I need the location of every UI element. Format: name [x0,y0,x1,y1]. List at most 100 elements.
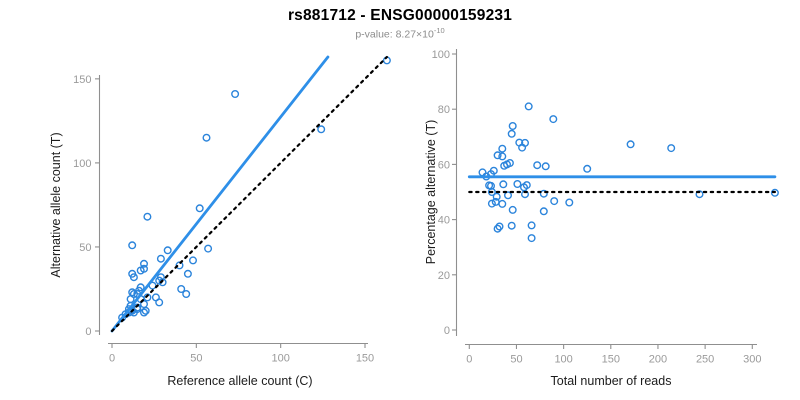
x-tick-label: 300 [743,354,761,366]
right-plot-points [478,102,779,243]
x-tick-label: 150 [602,354,620,366]
data-point [493,224,502,233]
data-point [139,308,148,317]
data-point [136,266,145,275]
plot-title: rs881712 - ENSG00000159231 [287,7,513,24]
data-point [539,207,548,216]
data-point [524,102,533,111]
data-point [507,221,516,230]
data-point [128,241,137,250]
data-point [667,144,676,153]
x-tick-label: 0 [466,354,472,366]
data-point [508,121,517,130]
data-point [485,181,494,190]
x-tick-label: 200 [649,354,667,366]
y-tick-label: 0 [85,326,91,338]
data-point [487,199,496,208]
data-point [550,197,559,206]
identity-line [110,55,388,333]
data-point [626,140,635,149]
regression-line [110,55,330,333]
data-point [478,168,487,177]
data-point [156,254,165,263]
data-point [204,244,213,253]
data-point [508,205,517,214]
data-point [498,144,507,153]
x-tick-label: 50 [190,353,202,365]
y-tick-label: 100 [73,158,91,170]
data-point [565,198,574,207]
data-point [527,221,536,230]
data-point [695,190,704,199]
left-y-axis-title: Alternative allele count (T) [49,132,63,277]
right-plot-axes: 0 50 100 150 200 250 300 0 20 40 60 80 100 [432,49,761,366]
right-plot-lines [467,175,777,194]
data-point [770,188,779,197]
data-point [539,189,548,198]
pvalue-label: p-value: [355,28,396,41]
y-tick-label: 100 [432,49,450,61]
data-point [500,161,509,170]
x-tick-label: 100 [554,354,572,366]
data-point [202,133,211,142]
left-plot-points [118,56,391,322]
y-tick-label: 20 [438,270,450,282]
data-point [126,295,135,304]
x-tick-label: 100 [271,353,289,365]
y-tick-label: 0 [444,325,450,337]
data-point [177,285,186,294]
right-y-axis-title: Percentage alternative (T) [424,120,438,265]
data-point [143,212,152,221]
y-tick-label: 150 [73,74,91,86]
data-point [188,256,197,265]
x-tick-label: 250 [696,354,714,366]
data-point [520,183,529,192]
data-point [141,306,150,315]
data-point [183,269,192,278]
right-x-axis-title: Total number of reads [551,374,672,388]
y-tick-label: 80 [438,104,450,116]
data-point [139,259,148,268]
x-tick-label: 150 [356,353,374,365]
y-tick-label: 60 [438,159,450,171]
left-plot-axes: 0 50 100 150 0 50 100 150 [73,74,374,365]
data-point [491,197,500,206]
data-point [527,234,536,243]
y-tick-label: 40 [438,215,450,227]
y-tick-label: 50 [79,242,91,254]
pvalue-subtitle: p-value: 8.27×10-10 [0,26,800,41]
data-point [155,298,164,307]
data-point [495,222,504,231]
left-scatter-plot: 0 50 100 150 0 50 100 150 Reference allele coun… [49,55,391,388]
x-tick-label: 50 [510,354,522,366]
left-plot-lines [110,55,388,333]
data-point [533,161,542,170]
data-point [515,138,524,147]
pvalue-base: 8.27×10 [395,28,434,41]
pvalue-exponent: -10 [433,26,445,35]
data-point [231,89,240,98]
data-point [498,152,507,161]
x-tick-label: 0 [109,353,115,365]
right-scatter-plot: 0 50 100 150 200 250 300 0 20 40 60 80 100 Total num… [424,49,779,388]
data-point [498,199,507,208]
data-point [541,162,550,171]
data-point [504,191,513,200]
data-point [513,179,522,188]
data-point [182,290,191,299]
data-point [163,246,172,255]
data-point [521,138,530,147]
left-x-axis-title: Reference allele count (C) [167,374,312,388]
data-point [499,180,508,189]
data-point [583,164,592,173]
data-point [175,261,184,270]
data-point [492,192,501,201]
data-point [507,129,516,138]
data-point [317,125,326,134]
data-point [549,115,558,124]
data-point [129,273,138,282]
data-point [195,204,204,213]
data-point [493,151,502,160]
